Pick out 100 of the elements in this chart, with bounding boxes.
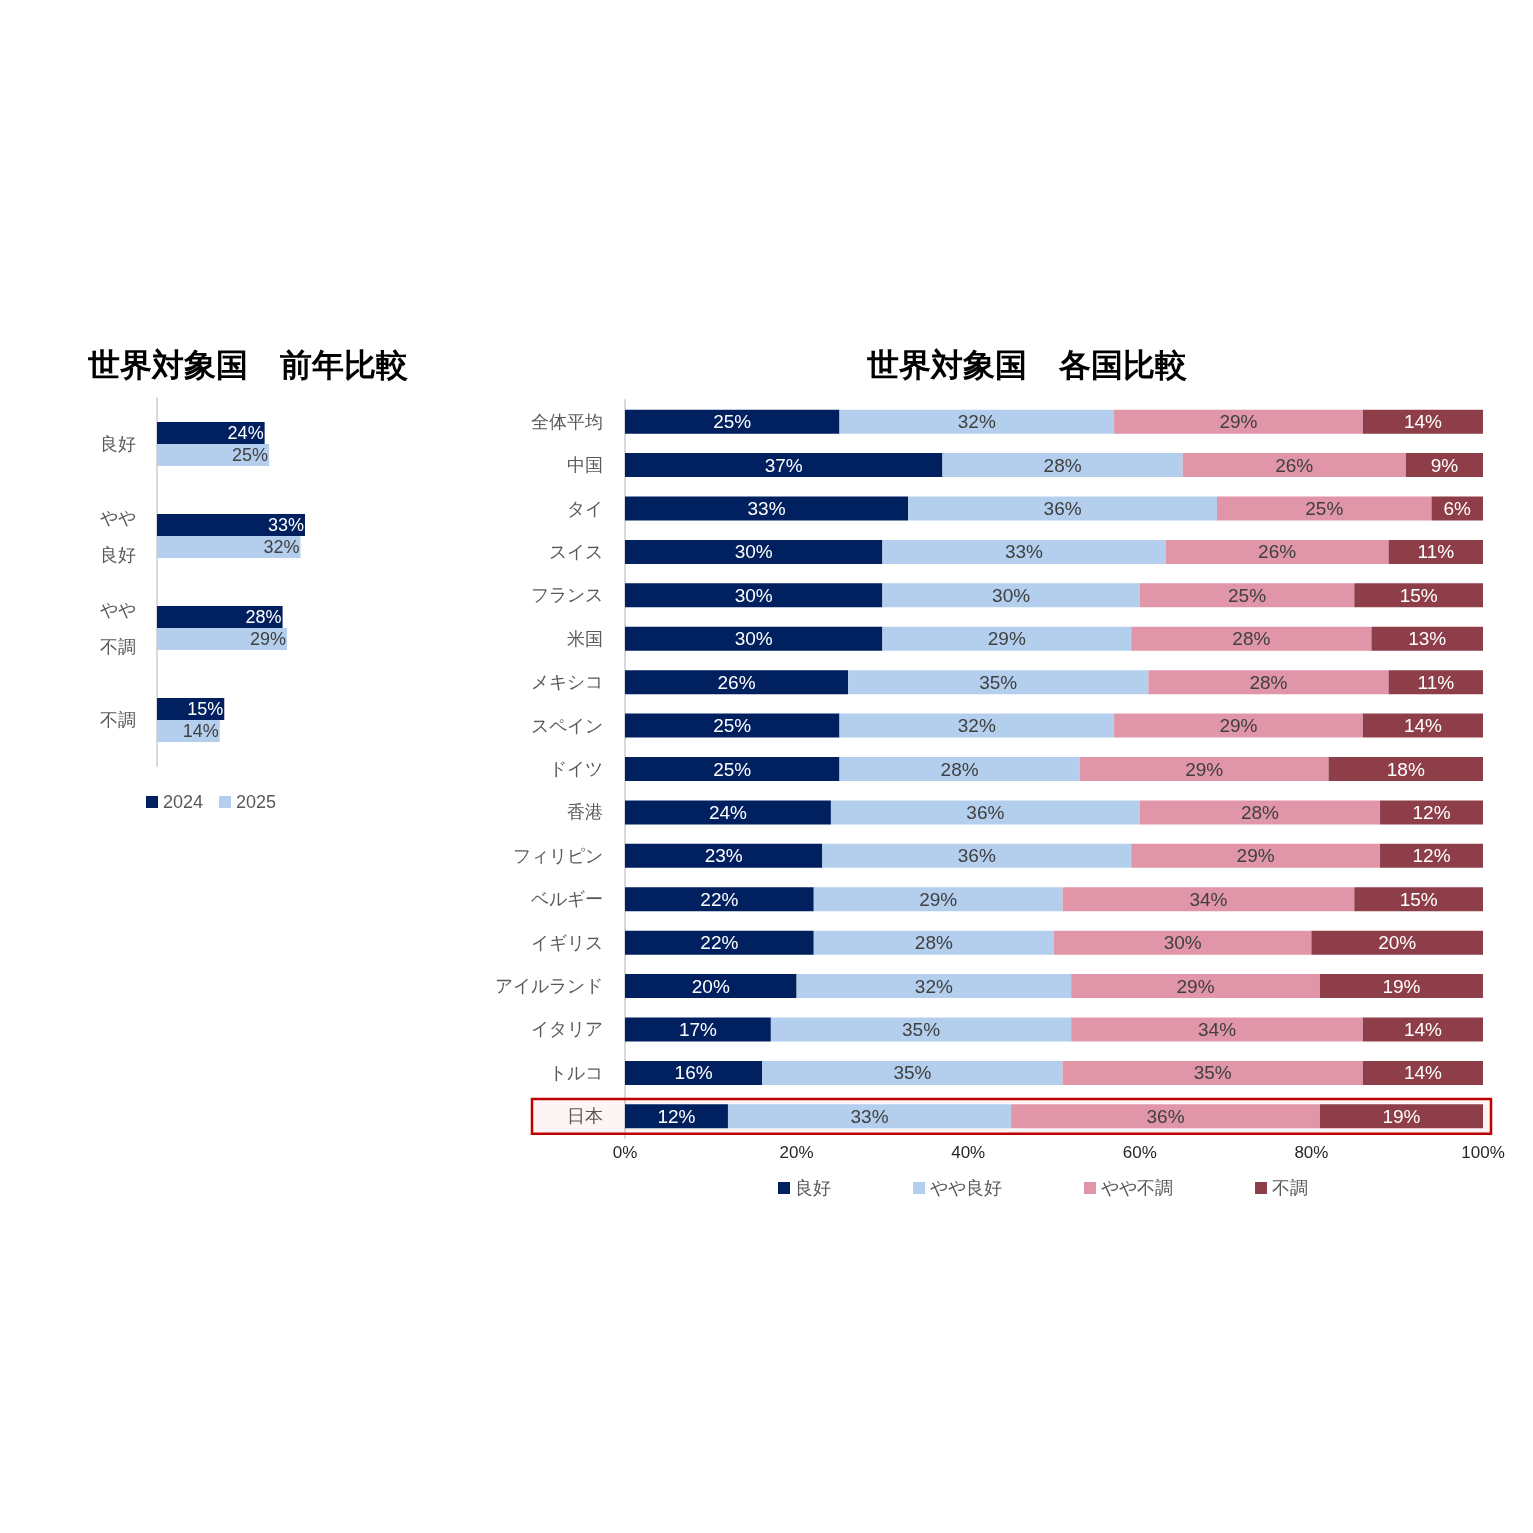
data-label: 29% xyxy=(1185,758,1224,780)
bar xyxy=(942,453,1183,478)
bar xyxy=(1011,1104,1320,1129)
data-label: 28% xyxy=(1232,628,1271,650)
legend-label: 不調 xyxy=(1272,1178,1308,1198)
bar xyxy=(625,974,797,999)
y-tick-label: スペイン xyxy=(531,715,603,736)
x-tick-label: 0% xyxy=(612,1143,638,1162)
x-tick-label: 100% xyxy=(1461,1143,1505,1162)
bar xyxy=(727,1104,1012,1129)
bar xyxy=(1182,453,1406,478)
data-label: 28% xyxy=(940,758,979,780)
data-label: 33% xyxy=(850,1105,889,1127)
bar xyxy=(1165,539,1389,564)
data-label: 14% xyxy=(1403,715,1443,737)
bar xyxy=(1380,843,1483,868)
data-label: 34% xyxy=(1189,888,1228,910)
y-tick-label: 米国 xyxy=(567,628,603,649)
data-label: 29% xyxy=(1176,975,1215,997)
y-tick-label: スイス xyxy=(549,541,603,562)
bar xyxy=(1131,843,1381,868)
data-label: 29% xyxy=(250,629,287,649)
bar xyxy=(882,583,1140,608)
legend-label: やや不調 xyxy=(1101,1178,1173,1198)
bar xyxy=(1139,800,1381,825)
bar xyxy=(1217,496,1432,521)
y-tick-label: フランス xyxy=(531,585,603,606)
chart-title: 世界対象国 前年比較 xyxy=(87,347,408,383)
data-label: 28% xyxy=(1249,671,1288,693)
data-label: 18% xyxy=(1386,758,1425,780)
data-label: 32% xyxy=(914,975,953,997)
data-label: 20% xyxy=(1378,932,1417,954)
data-label: 28% xyxy=(1043,454,1082,476)
data-label: 11% xyxy=(1417,671,1455,693)
data-label: 25% xyxy=(232,445,269,465)
bar xyxy=(839,757,1080,781)
bar xyxy=(625,930,814,955)
bar xyxy=(1319,1104,1483,1129)
bar xyxy=(1139,583,1355,608)
data-label: 22% xyxy=(700,932,739,954)
x-tick-label: 40% xyxy=(951,1143,986,1162)
data-label: 15% xyxy=(187,699,224,719)
bar xyxy=(1071,974,1320,999)
bar xyxy=(625,887,814,912)
bar xyxy=(1362,713,1483,738)
data-label: 25% xyxy=(713,715,752,737)
bar xyxy=(1071,1017,1363,1042)
bar xyxy=(796,974,1072,999)
data-label: 25% xyxy=(713,758,752,780)
bar xyxy=(882,539,1166,564)
y-tick-label: 香港 xyxy=(567,802,603,823)
chart-title: 世界対象国 各国比較 xyxy=(866,347,1187,383)
bar xyxy=(1362,409,1483,434)
y-tick-label: 全体平均 xyxy=(531,411,603,432)
data-label: 11% xyxy=(1417,541,1455,563)
bar xyxy=(625,713,840,738)
data-label: 14% xyxy=(1403,411,1443,433)
bar xyxy=(1362,1017,1483,1042)
bar xyxy=(908,496,1218,521)
data-label: 16% xyxy=(674,1062,713,1084)
data-label: 29% xyxy=(1219,715,1258,737)
y-tick-label: ベルギー xyxy=(531,889,603,910)
bar xyxy=(1354,887,1483,912)
data-label: 36% xyxy=(966,801,1005,823)
bar xyxy=(625,409,840,434)
data-label: 29% xyxy=(1236,845,1275,867)
bar xyxy=(1354,583,1483,608)
data-label: 33% xyxy=(267,515,304,535)
bar xyxy=(813,887,1063,912)
data-label: 9% xyxy=(1430,454,1459,476)
bar xyxy=(625,1104,728,1129)
y-tick-label: フィリピン xyxy=(513,845,603,866)
bar xyxy=(625,496,909,521)
bar xyxy=(1062,1060,1363,1085)
bar xyxy=(1328,757,1483,781)
data-label: 19% xyxy=(1382,1105,1421,1127)
data-label: 12% xyxy=(1412,801,1451,823)
data-label: 36% xyxy=(1146,1105,1185,1127)
x-tick-label: 20% xyxy=(779,1143,814,1162)
data-label: 25% xyxy=(713,411,752,433)
y-tick-label: やや不調 xyxy=(100,599,136,657)
data-label: 26% xyxy=(1275,454,1314,476)
bar xyxy=(1319,974,1483,999)
y-tick-label: 良好 xyxy=(100,434,136,454)
y-tick-label: やや良好 xyxy=(100,507,136,565)
data-label: 28% xyxy=(245,607,282,627)
bar xyxy=(625,626,883,651)
y-tick-label: 中国 xyxy=(567,455,603,476)
data-label: 20% xyxy=(691,975,730,997)
data-label: 6% xyxy=(1443,498,1472,520)
data-label: 24% xyxy=(227,423,264,443)
bar xyxy=(813,930,1054,955)
legend-label: 2024 xyxy=(163,792,204,812)
data-label: 29% xyxy=(919,888,958,910)
bar xyxy=(1054,930,1312,955)
bar xyxy=(822,843,1132,868)
data-label: 24% xyxy=(708,801,748,823)
data-label: 34% xyxy=(1198,1018,1237,1040)
bar xyxy=(1380,800,1483,825)
bar xyxy=(1114,409,1363,434)
